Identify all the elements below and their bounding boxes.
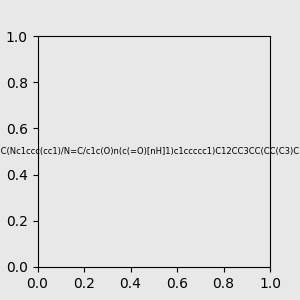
Text: O=C(Nc1ccc(cc1)/N=C/c1c(O)n(c(=O)[nH]1)c1ccccc1)C12CC3CC(CC(C3)C1)C2: O=C(Nc1ccc(cc1)/N=C/c1c(O)n(c(=O)[nH]1)c… (0, 147, 300, 156)
